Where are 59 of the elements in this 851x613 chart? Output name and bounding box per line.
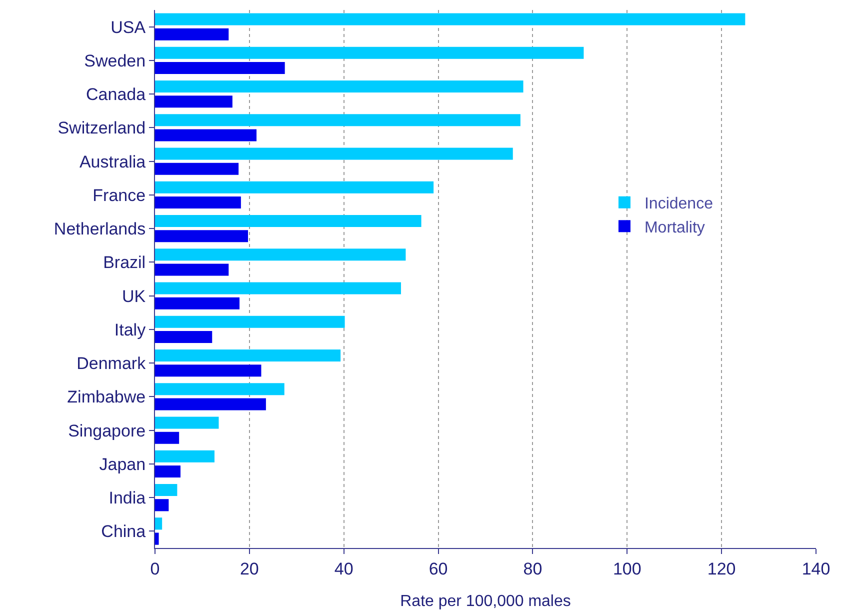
bar [155, 162, 239, 175]
x-tick-label: 20 [240, 559, 259, 578]
y-tick-label: Denmark [76, 354, 146, 374]
y-tick-label: Sweden [84, 51, 146, 70]
bar [155, 181, 434, 194]
y-tick-label: Japan [99, 454, 146, 474]
bar [155, 230, 248, 242]
bar [155, 129, 257, 142]
bar [155, 297, 240, 310]
bar [155, 80, 524, 93]
bar [155, 196, 241, 209]
bar [155, 383, 284, 396]
bar [155, 364, 262, 377]
y-tick-label: USA [110, 18, 146, 37]
bar [155, 349, 341, 362]
bar [155, 465, 180, 478]
x-tick-label: 40 [334, 559, 354, 578]
y-tick-label: UK [122, 286, 146, 306]
y-tick-label: Italy [114, 320, 146, 340]
y-tick-label: Switzerland [58, 118, 146, 138]
bar [155, 28, 229, 40]
legend-label: Mortality [644, 219, 705, 236]
x-tick-label: 120 [707, 559, 736, 578]
y-tick-label: Canada [86, 85, 146, 104]
y-tick-label: France [92, 186, 146, 205]
bar [155, 148, 513, 160]
bar [155, 114, 520, 126]
y-tick-label: Australia [79, 152, 146, 172]
y-tick-label: Zimbabwe [67, 388, 146, 407]
bar [155, 330, 212, 344]
bar [155, 532, 159, 545]
legend-label: Incidence [644, 196, 714, 213]
bar [155, 316, 345, 328]
bar [155, 518, 162, 530]
bar [155, 248, 406, 261]
bar [155, 13, 746, 26]
x-tick-label: 100 [612, 559, 642, 578]
y-tick-label: China [101, 522, 146, 542]
x-tick-label: 0 [150, 559, 160, 578]
bar [155, 264, 229, 276]
y-tick-label: Netherlands [54, 220, 146, 239]
x-tick-label: 60 [428, 559, 448, 578]
y-tick-label: Brazil [103, 253, 146, 272]
bar [155, 398, 266, 410]
x-tick-label: 80 [523, 559, 542, 578]
bar [155, 432, 180, 444]
bar [155, 96, 232, 108]
x-axis-title: Rate per 100,000 males [400, 593, 571, 610]
bar [155, 282, 401, 294]
bar [155, 62, 285, 74]
bar [155, 416, 219, 429]
bar [155, 214, 422, 228]
bar [155, 450, 214, 462]
y-tick-label: Singapore [68, 421, 146, 440]
y-tick-label: India [108, 488, 146, 508]
bar [155, 484, 178, 496]
bar [155, 46, 584, 59]
x-tick-label: 140 [802, 559, 830, 578]
bar [155, 499, 169, 512]
